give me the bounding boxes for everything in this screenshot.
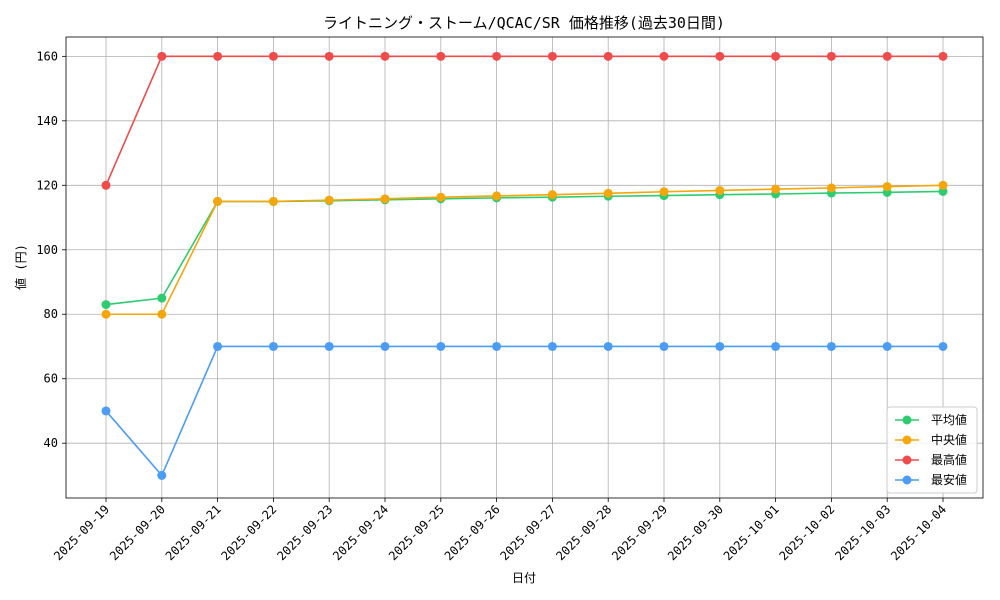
data-point <box>324 195 334 205</box>
series-line <box>105 190 944 306</box>
data-point <box>882 51 892 61</box>
x-tick-label: 2025-09-25 <box>386 502 447 563</box>
data-point <box>492 191 502 201</box>
data-point <box>157 51 167 61</box>
series-layer <box>101 51 948 480</box>
plot-frame <box>65 36 984 499</box>
data-point <box>157 309 167 319</box>
x-axis-label: 日付 <box>512 571 536 585</box>
data-point <box>268 51 278 61</box>
data-point <box>659 51 669 61</box>
data-point <box>436 341 446 351</box>
series-group <box>101 341 948 480</box>
x-tick-label: 2025-10-04 <box>888 502 949 563</box>
data-point <box>213 341 223 351</box>
data-point <box>938 51 948 61</box>
x-tick-label: 2025-09-22 <box>219 502 280 563</box>
legend-label: 中央値 <box>931 432 967 447</box>
data-point <box>882 182 892 192</box>
data-point <box>380 51 390 61</box>
x-tick-label: 2025-09-30 <box>665 502 726 563</box>
series-group <box>101 51 948 190</box>
data-point <box>659 341 669 351</box>
data-point <box>436 192 446 202</box>
series-line <box>106 184 944 316</box>
data-point <box>771 341 781 351</box>
legend-marker <box>902 435 912 445</box>
legend-marker <box>902 475 912 485</box>
data-point <box>826 341 836 351</box>
data-point <box>213 51 223 61</box>
data-point <box>715 185 725 195</box>
data-point <box>101 406 111 416</box>
series-line <box>105 55 943 186</box>
legend-label: 最高値 <box>931 452 967 467</box>
data-point <box>547 190 557 200</box>
data-point <box>101 180 111 190</box>
y-tick-label: 60 <box>44 372 58 386</box>
data-point <box>882 341 892 351</box>
data-point <box>715 51 725 61</box>
series-group <box>101 180 948 319</box>
legend-label: 最安値 <box>931 472 967 487</box>
data-point <box>492 51 502 61</box>
data-point <box>603 51 613 61</box>
data-point <box>826 51 836 61</box>
y-tick-label: 100 <box>36 243 58 257</box>
x-tick-label: 2025-10-03 <box>832 502 893 563</box>
data-point <box>715 341 725 351</box>
x-tick-label: 2025-09-26 <box>442 502 503 563</box>
x-tick-label: 2025-09-20 <box>107 502 168 563</box>
x-tick-label: 2025-10-02 <box>777 502 838 563</box>
data-point <box>101 300 111 310</box>
x-tick-label: 2025-09-28 <box>553 502 614 563</box>
y-tick-label: 140 <box>36 114 58 128</box>
y-tick-label: 40 <box>44 436 58 450</box>
data-point <box>492 341 502 351</box>
data-point <box>268 196 278 206</box>
y-tick-label: 120 <box>36 178 58 192</box>
data-point <box>157 293 167 303</box>
legend-label: 平均値 <box>931 412 967 427</box>
data-point <box>324 341 334 351</box>
data-point <box>547 51 557 61</box>
x-tick-label: 2025-09-27 <box>498 502 559 563</box>
x-tick-label: 2025-10-01 <box>721 502 782 563</box>
data-point <box>157 470 167 480</box>
data-point <box>213 196 223 206</box>
data-point <box>771 51 781 61</box>
data-point <box>101 309 111 319</box>
data-point <box>603 341 613 351</box>
data-point <box>938 180 948 190</box>
data-point <box>771 184 781 194</box>
data-point <box>826 183 836 193</box>
series-line <box>105 345 943 477</box>
data-point <box>268 341 278 351</box>
data-point <box>380 194 390 204</box>
y-axis-label: 値 (円) <box>13 244 28 290</box>
tick-layer: 2025-09-192025-09-202025-09-212025-09-22… <box>36 49 949 563</box>
data-point <box>603 188 613 198</box>
grid-layer <box>66 37 983 498</box>
data-point <box>938 341 948 351</box>
data-point <box>659 187 669 197</box>
y-tick-label: 80 <box>44 307 58 321</box>
y-tick-label: 160 <box>36 49 58 63</box>
legend-marker <box>902 455 912 465</box>
series-group <box>101 186 948 310</box>
data-point <box>324 51 334 61</box>
legend-marker <box>902 415 912 425</box>
data-point <box>380 341 390 351</box>
x-tick-label: 2025-09-24 <box>330 502 391 563</box>
x-tick-label: 2025-09-29 <box>609 502 670 563</box>
x-tick-label: 2025-09-21 <box>163 502 224 563</box>
data-point <box>436 51 446 61</box>
legend-box <box>886 406 978 494</box>
data-point <box>547 341 557 351</box>
x-tick-label: 2025-09-19 <box>51 502 112 563</box>
chart-title: ライトニング・ストーム/QCAC/SR 価格推移(過去30日間) <box>323 14 725 32</box>
x-tick-label: 2025-09-23 <box>274 502 335 563</box>
